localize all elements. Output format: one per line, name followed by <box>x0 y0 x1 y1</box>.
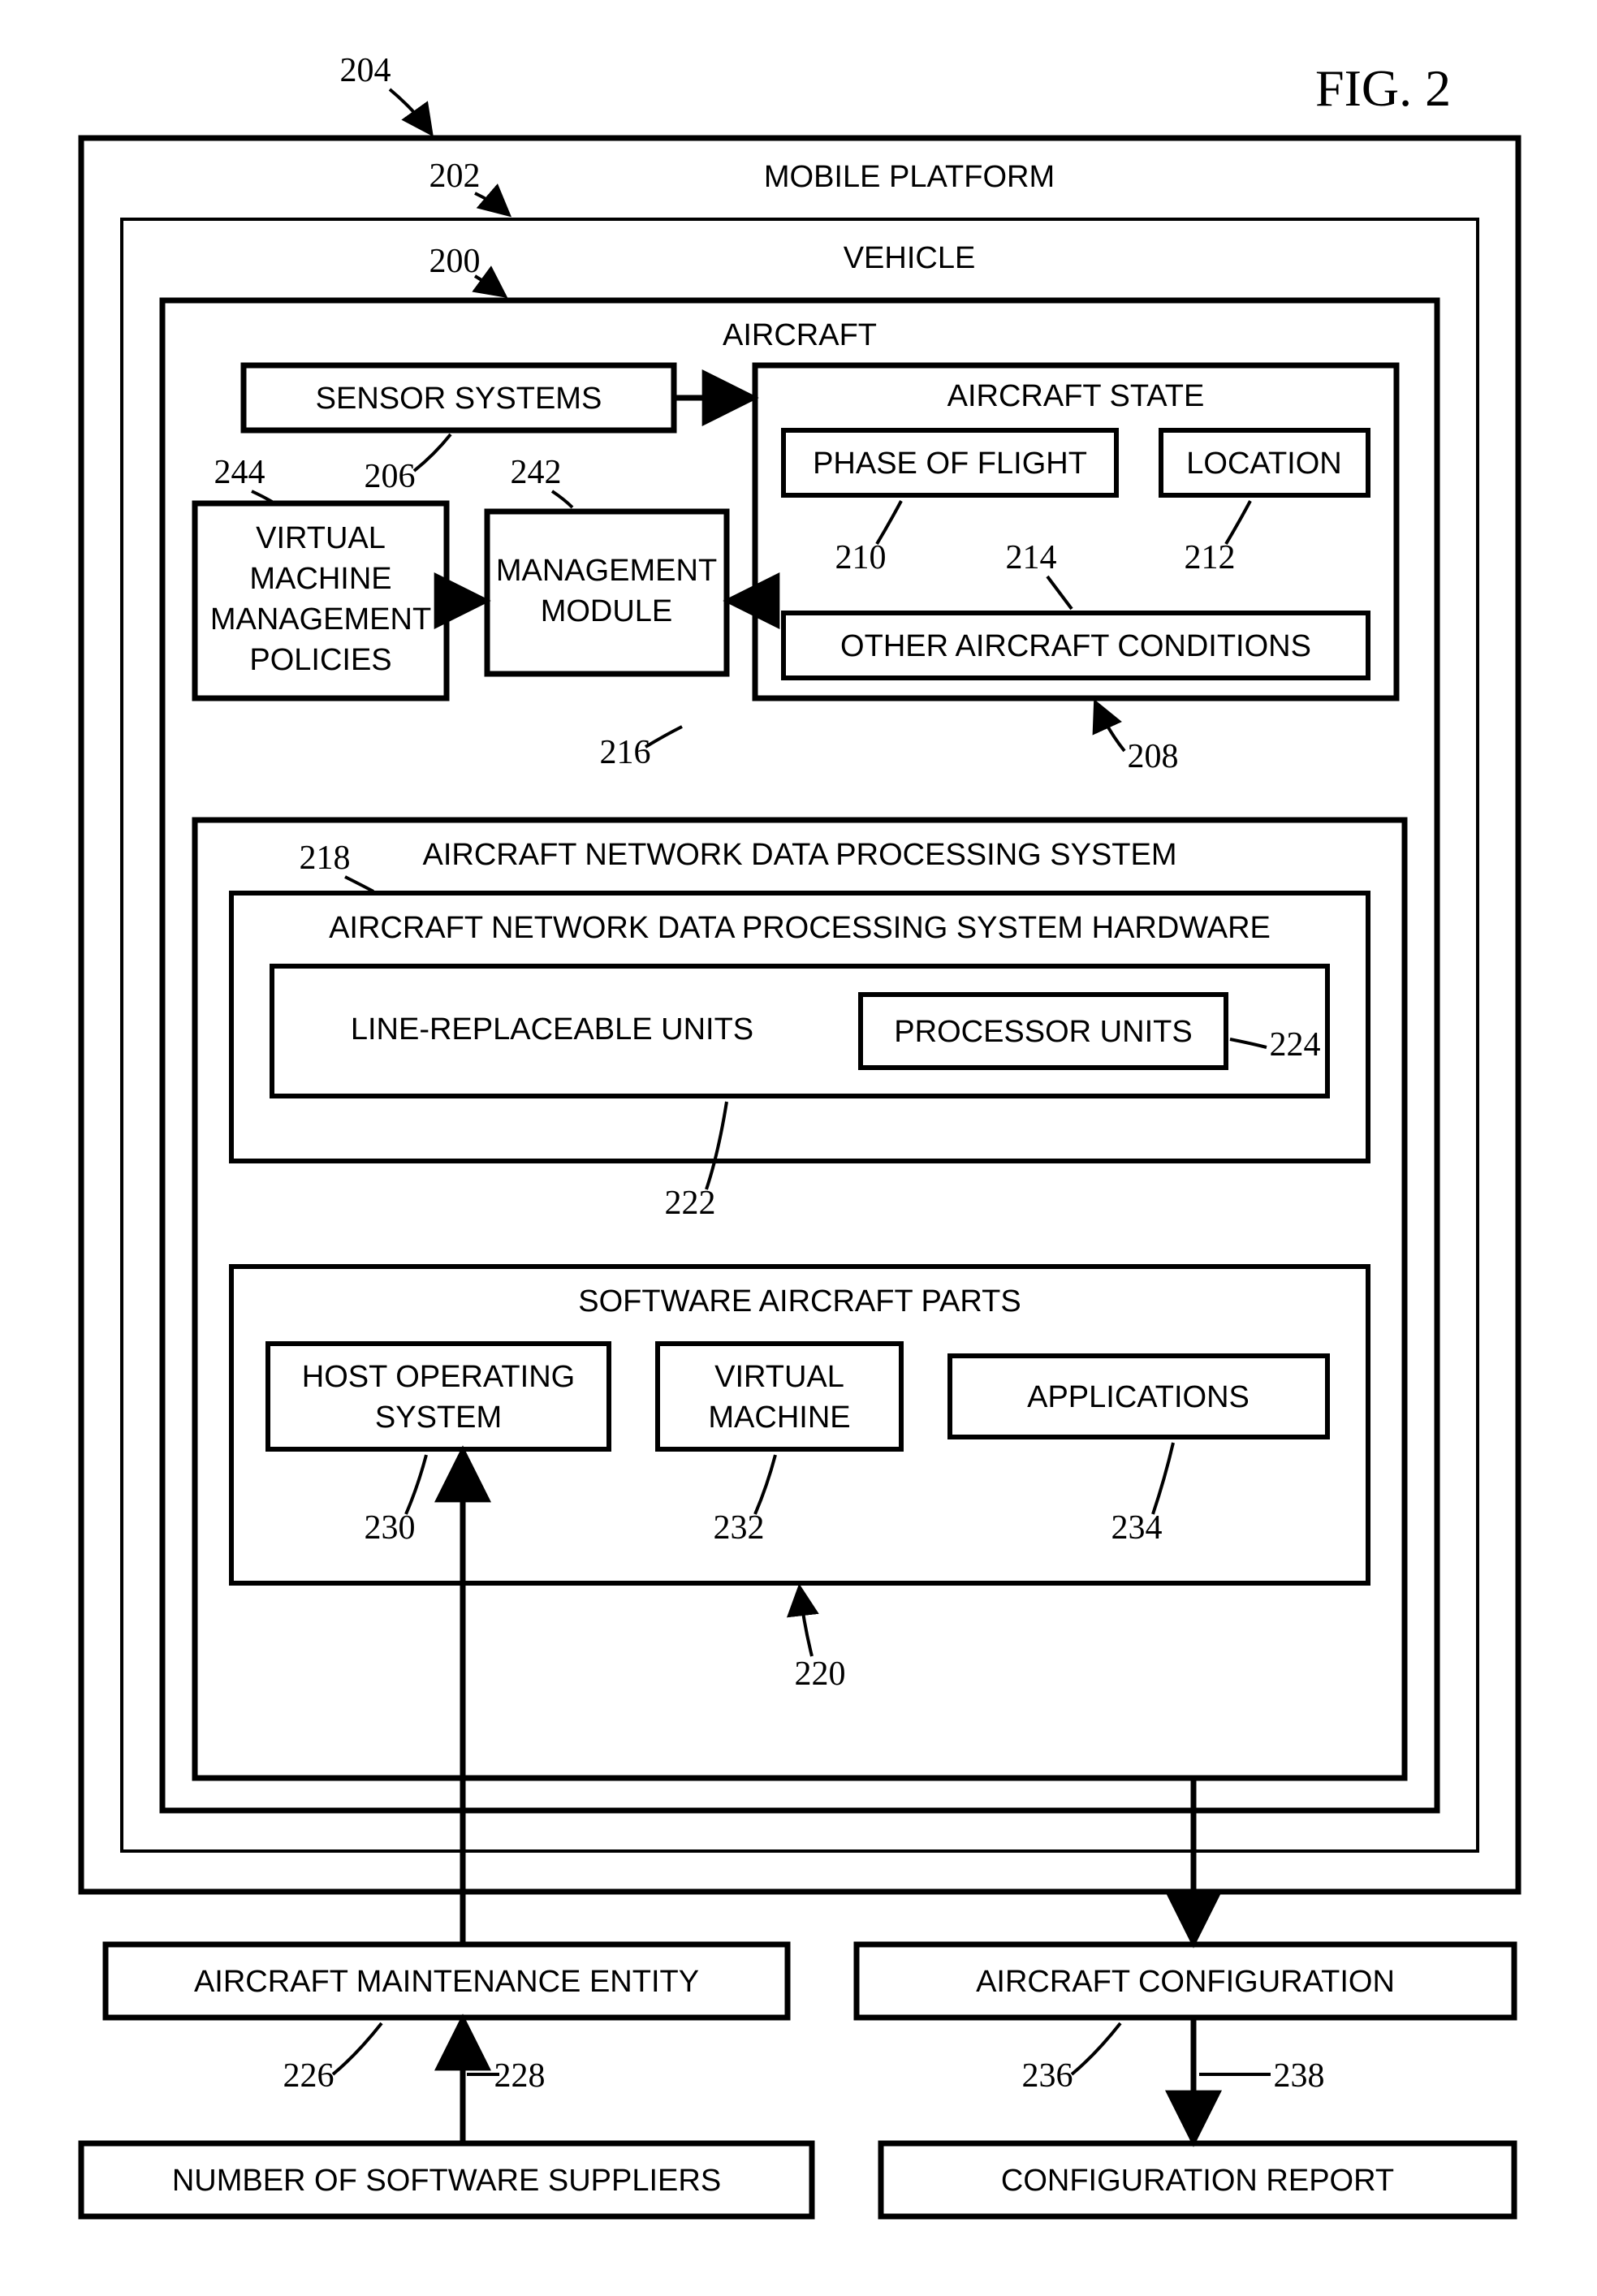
leader-226 <box>333 2023 382 2074</box>
host-os-l1: HOST OPERATING <box>302 1360 575 1394</box>
ref-208: 208 <box>1128 738 1179 775</box>
host-os-l2: SYSTEM <box>375 1400 502 1435</box>
ref-244: 244 <box>214 454 265 491</box>
aircraft-label: AIRCRAFT <box>723 318 877 352</box>
vmm-policies-l3: MANAGEMENT <box>210 602 431 637</box>
vmm-policies-l4: POLICIES <box>249 643 391 677</box>
proc-units-label: PROCESSOR UNITS <box>894 1015 1192 1049</box>
ref-206: 206 <box>365 458 416 495</box>
location-label: LOCATION <box>1186 447 1341 481</box>
ref-232: 232 <box>714 1509 765 1547</box>
vm-l1: VIRTUAL <box>714 1360 844 1394</box>
ref-216: 216 <box>600 734 651 771</box>
ref-218: 218 <box>300 839 351 877</box>
config-label: AIRCRAFT CONFIGURATION <box>976 1965 1395 1999</box>
maint-entity-label: AIRCRAFT MAINTENANCE ENTITY <box>194 1965 699 1999</box>
ref-220: 220 <box>795 1655 846 1693</box>
lru-label: LINE-REPLACEABLE UNITS <box>351 1012 753 1047</box>
ref-228: 228 <box>494 2057 546 2095</box>
figure-svg: FIG. 2 MOBILE PLATFORM VEHICLE AIRCRAFT … <box>0 0 1597 2296</box>
andps-label: AIRCRAFT NETWORK DATA PROCESSING SYSTEM <box>423 838 1177 872</box>
ref-214: 214 <box>1006 539 1057 576</box>
apps-label: APPLICATIONS <box>1027 1380 1250 1414</box>
sw-parts-label: SOFTWARE AIRCRAFT PARTS <box>578 1284 1021 1318</box>
ref-236: 236 <box>1022 2057 1073 2095</box>
ref-226: 226 <box>283 2057 335 2095</box>
vm-l2: MACHINE <box>708 1400 850 1435</box>
ref-210: 210 <box>835 539 887 576</box>
aircraft-state-label: AIRCRAFT STATE <box>947 379 1205 413</box>
phase-of-flight-label: PHASE OF FLIGHT <box>813 447 1087 481</box>
mgmt-module-box <box>487 511 727 674</box>
ref-212: 212 <box>1185 539 1236 576</box>
ref-238: 238 <box>1274 2057 1325 2095</box>
leader-236 <box>1072 2023 1120 2074</box>
mgmt-module-l2: MODULE <box>541 594 673 628</box>
vehicle-label: VEHICLE <box>844 241 976 275</box>
other-conditions-label: OTHER AIRCRAFT CONDITIONS <box>840 629 1311 663</box>
ref-222: 222 <box>665 1185 716 1222</box>
ref-234: 234 <box>1111 1509 1163 1547</box>
mobile-platform-label: MOBILE PLATFORM <box>764 160 1055 194</box>
sensor-systems-label: SENSOR SYSTEMS <box>316 382 602 416</box>
andps-hw-label: AIRCRAFT NETWORK DATA PROCESSING SYSTEM … <box>329 911 1271 945</box>
vmm-policies-l1: VIRTUAL <box>256 521 386 555</box>
ref-224: 224 <box>1270 1026 1321 1064</box>
ref-200: 200 <box>429 243 481 280</box>
suppliers-label: NUMBER OF SOFTWARE SUPPLIERS <box>172 2164 721 2198</box>
figure-title: FIG. 2 <box>1315 59 1451 117</box>
ref-242: 242 <box>511 454 562 491</box>
ref-230: 230 <box>365 1509 416 1547</box>
ref-202: 202 <box>429 158 481 195</box>
config-report-label: CONFIGURATION REPORT <box>1001 2164 1394 2198</box>
leader-204 <box>390 89 430 132</box>
mgmt-module-l1: MANAGEMENT <box>496 554 717 588</box>
vmm-policies-l2: MACHINE <box>249 562 391 596</box>
ref-204: 204 <box>340 52 391 89</box>
